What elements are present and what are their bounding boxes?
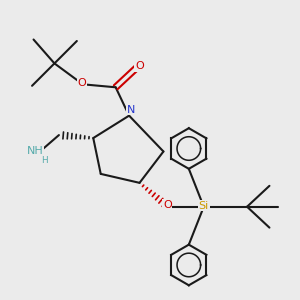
Text: H: H	[42, 156, 48, 165]
Text: NH: NH	[27, 146, 44, 157]
Text: O: O	[78, 78, 87, 88]
Text: O: O	[163, 200, 172, 210]
Text: N: N	[126, 105, 135, 115]
Text: O: O	[135, 61, 144, 71]
Text: Si: Si	[199, 200, 209, 211]
